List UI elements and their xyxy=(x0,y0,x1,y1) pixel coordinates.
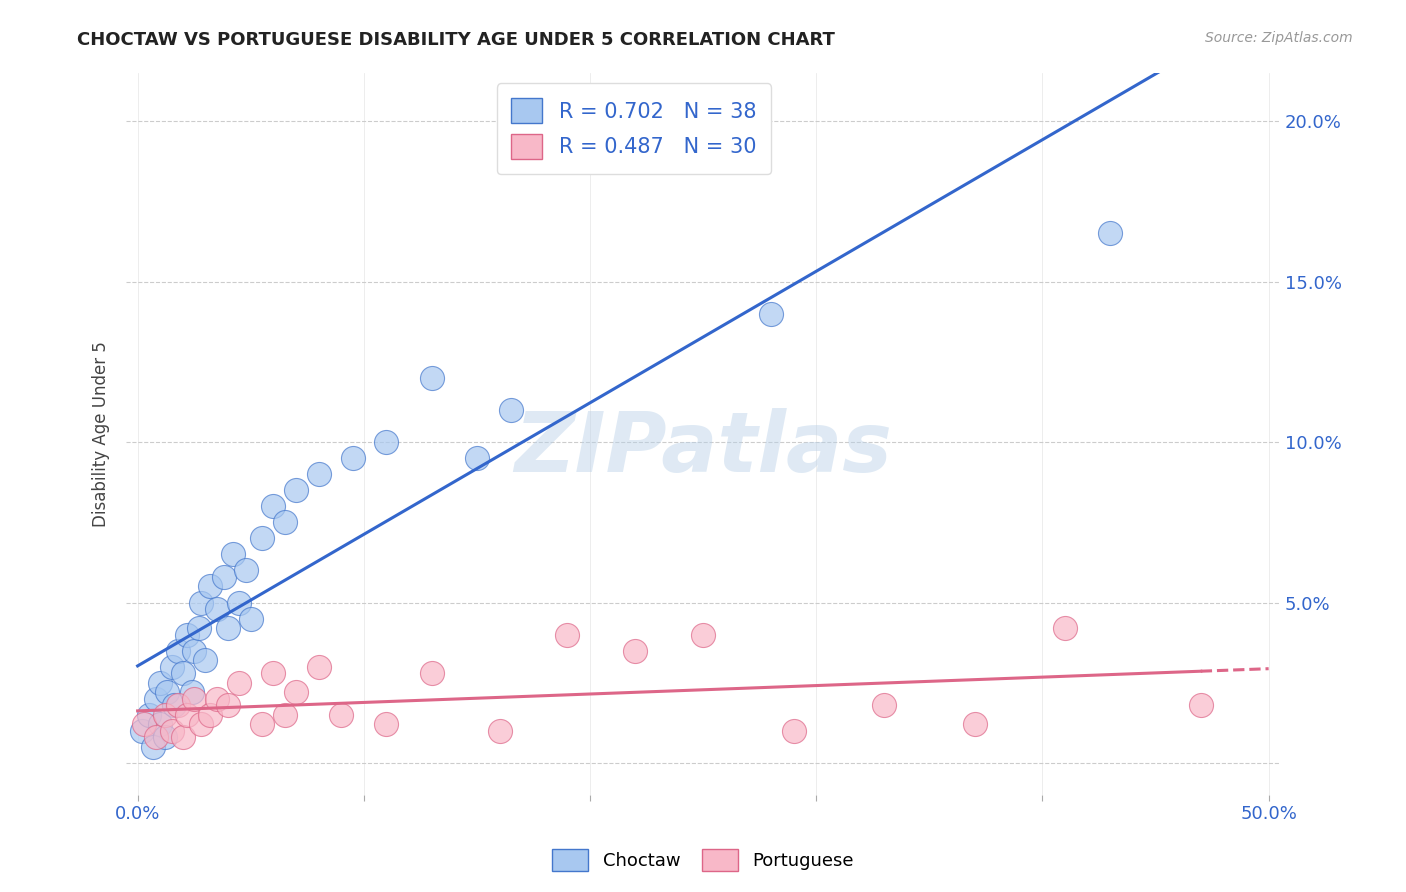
Point xyxy=(149,675,172,690)
Point xyxy=(330,707,353,722)
Legend: Choctaw, Portuguese: Choctaw, Portuguese xyxy=(546,842,860,879)
Point xyxy=(190,717,212,731)
Point xyxy=(262,666,284,681)
Point xyxy=(194,653,217,667)
Point xyxy=(167,643,190,657)
Point xyxy=(465,451,488,466)
Point xyxy=(692,627,714,641)
Point xyxy=(217,698,239,713)
Point xyxy=(308,659,330,673)
Point xyxy=(375,435,398,450)
Text: Source: ZipAtlas.com: Source: ZipAtlas.com xyxy=(1205,31,1353,45)
Point xyxy=(624,643,647,657)
Point xyxy=(134,717,156,731)
Point xyxy=(160,659,183,673)
Point xyxy=(172,666,194,681)
Point xyxy=(180,685,202,699)
Point xyxy=(420,371,443,385)
Point xyxy=(205,691,228,706)
Point xyxy=(183,643,205,657)
Point xyxy=(250,717,273,731)
Point xyxy=(273,516,295,530)
Point xyxy=(239,611,262,625)
Y-axis label: Disability Age Under 5: Disability Age Under 5 xyxy=(93,341,110,527)
Point xyxy=(190,595,212,609)
Point xyxy=(273,707,295,722)
Point xyxy=(375,717,398,731)
Point xyxy=(557,627,579,641)
Point xyxy=(198,579,221,593)
Point xyxy=(138,707,160,722)
Point xyxy=(284,685,307,699)
Point xyxy=(782,723,804,738)
Point xyxy=(963,717,986,731)
Point xyxy=(187,621,209,635)
Point xyxy=(221,547,243,561)
Point xyxy=(228,595,250,609)
Point xyxy=(198,707,221,722)
Point xyxy=(1053,621,1076,635)
Point xyxy=(145,691,167,706)
Text: CHOCTAW VS PORTUGUESE DISABILITY AGE UNDER 5 CORRELATION CHART: CHOCTAW VS PORTUGUESE DISABILITY AGE UND… xyxy=(77,31,835,49)
Point xyxy=(176,707,198,722)
Point xyxy=(228,675,250,690)
Point xyxy=(420,666,443,681)
Point xyxy=(167,698,190,713)
Point xyxy=(499,403,522,417)
Point xyxy=(163,698,186,713)
Point xyxy=(131,723,153,738)
Point xyxy=(342,451,364,466)
Point xyxy=(488,723,510,738)
Point xyxy=(284,483,307,498)
Legend: R = 0.702   N = 38, R = 0.487   N = 30: R = 0.702 N = 38, R = 0.487 N = 30 xyxy=(496,83,770,174)
Point xyxy=(160,723,183,738)
Point xyxy=(205,602,228,616)
Point xyxy=(1099,227,1122,241)
Point xyxy=(149,717,172,731)
Point xyxy=(153,731,176,745)
Point xyxy=(250,532,273,546)
Point xyxy=(235,563,257,577)
Point xyxy=(183,691,205,706)
Point xyxy=(145,731,167,745)
Point xyxy=(873,698,896,713)
Point xyxy=(156,685,179,699)
Text: ZIPatlas: ZIPatlas xyxy=(515,408,891,489)
Point xyxy=(176,627,198,641)
Point xyxy=(217,621,239,635)
Point xyxy=(759,307,782,321)
Point xyxy=(172,731,194,745)
Point xyxy=(212,570,235,584)
Point xyxy=(308,467,330,482)
Point xyxy=(262,500,284,514)
Point xyxy=(142,739,165,754)
Point xyxy=(1189,698,1212,713)
Point xyxy=(153,707,176,722)
